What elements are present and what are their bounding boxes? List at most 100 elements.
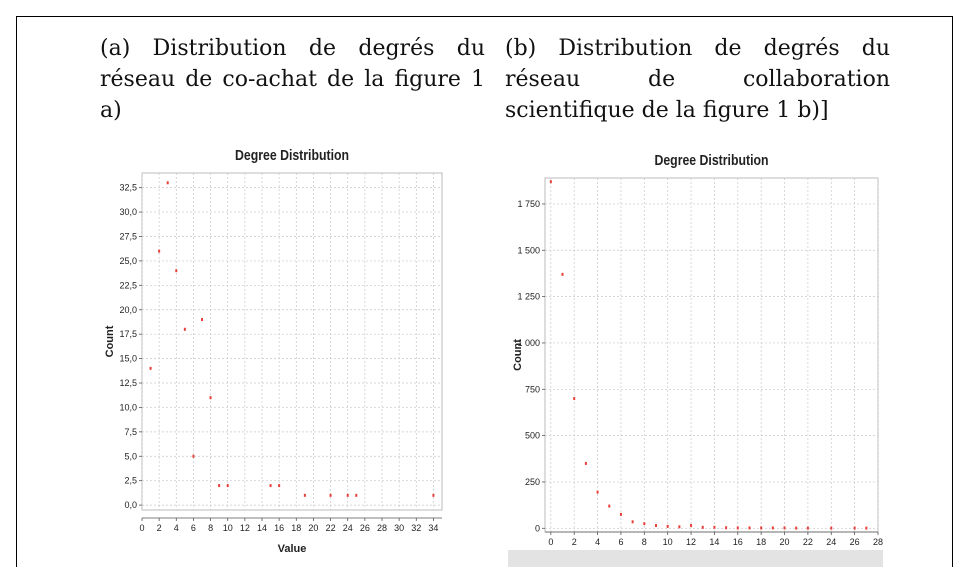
chart-b-xtick-label: 8	[642, 537, 647, 547]
chart-a-ytick-label: 30,0	[119, 207, 137, 217]
chart-panel-b: Degree Distribution 0 2 4 6 8 10 12 14 16 18 20 22 24…	[508, 145, 883, 567]
chart-a-xtick-label: 4	[174, 523, 179, 533]
chart-b-xtick-label: 18	[756, 537, 766, 547]
chart-a-ytick-label: 12,5	[119, 378, 137, 388]
chart-a-xtick-label: 10	[223, 523, 233, 533]
chart-a-xtick-label: 22	[326, 523, 336, 533]
chart-b-data-point	[806, 526, 809, 530]
chart-b-title: Degree Distribution	[654, 152, 768, 168]
chart-a-xtick-label: 8	[208, 523, 213, 533]
chart-a-data-point	[201, 318, 203, 322]
chart-b-xtick-label: 22	[803, 537, 813, 547]
chart-a-data-point	[149, 366, 152, 370]
chart-b-bottom-strip	[508, 550, 883, 567]
chart-b-data-point	[713, 525, 716, 529]
chart-a-ytick-label: 25,0	[119, 256, 137, 266]
chart-b-data-point	[865, 526, 868, 530]
chart-a-ytick-label: 7,5	[124, 427, 137, 437]
chart-a-data-point	[278, 484, 281, 488]
chart-b-ytick-label: 1 000	[517, 338, 540, 348]
chart-b-ytick-label: 500	[525, 431, 540, 441]
chart-a-ytick-label: 22,5	[119, 280, 137, 290]
chart-panel-a: Degree Distribution 0 2 4 6 8 10 12 14 16 18 20 22 24…	[104, 140, 450, 565]
chart-a-xtick-label: 16	[274, 523, 284, 533]
chart-b-ytick-label: 1 250	[517, 292, 540, 302]
chart-a-xtick-label: 30	[394, 523, 404, 533]
chart-a-ytick-label: 10,0	[119, 402, 137, 412]
chart-b-xtick-label: 16	[733, 537, 743, 547]
chart-b-xtick-label: 0	[548, 537, 553, 547]
chart-a-data-point	[183, 327, 186, 331]
chart-a-xtick-label: 24	[343, 523, 353, 533]
chart-b-data-point	[584, 461, 587, 465]
chart-a-data-point	[355, 493, 358, 497]
chart-b-xtick-label: 24	[826, 537, 836, 547]
chart-a-data-point	[432, 493, 435, 497]
chart-b-ytick-label: 1 750	[517, 199, 540, 209]
chart-a-data-point	[175, 269, 178, 273]
chart-a-data-point	[209, 396, 212, 400]
chart-b-xtick-label: 6	[618, 537, 623, 547]
chart-a-xtick-label: 18	[291, 523, 301, 533]
chart-b-xtick-label: 14	[709, 537, 719, 547]
chart-b-ytick-label: 250	[525, 477, 540, 487]
chart-a-ytick-label: 32,5	[119, 183, 137, 193]
chart-a-data-point	[346, 493, 349, 497]
chart-b-data-point	[608, 504, 611, 508]
chart-a-ytick-label: 20,0	[119, 305, 137, 315]
chart-a-data-point	[226, 484, 229, 488]
chart-a-xtick-label: 14	[257, 523, 267, 533]
chart-b-data-point	[643, 522, 646, 526]
chart-b-data-point	[725, 526, 728, 530]
chart-b-data-point	[783, 526, 786, 530]
chart-b-xtick-label: 10	[663, 537, 673, 547]
chart-b-data-point	[701, 525, 704, 529]
chart-a-plot-area	[141, 172, 443, 511]
chart-a-ylabel: Count	[105, 325, 116, 357]
chart-a-xtick-label: 20	[308, 523, 318, 533]
chart-a-ytick-label: 2,5	[124, 476, 137, 486]
chart-b-data-point	[678, 525, 681, 529]
chart-a-xtick-label: 32	[411, 523, 421, 533]
chart-a-xtick-label: 2	[157, 523, 162, 533]
chart-b-ylabel: Count	[512, 339, 524, 371]
chart-a-xtick-label: 26	[360, 523, 370, 533]
chart-a-ytick-label: 17,5	[119, 329, 137, 339]
chart-b-data-point	[795, 526, 798, 530]
caption-a: (a) Distribution de degrés du réseau de …	[100, 36, 485, 123]
chart-a-data-point	[192, 454, 195, 458]
chart-a-data-point	[303, 493, 306, 497]
chart-b-ytick-label: 1 500	[517, 245, 540, 255]
chart-b-data-point	[549, 180, 552, 184]
chart-b-data-point	[760, 526, 763, 530]
chart-b-xtick-label: 28	[873, 537, 883, 547]
chart-b-data-point	[596, 490, 599, 494]
chart-b-data-point	[631, 520, 634, 524]
chart-a-data-point	[166, 181, 169, 185]
chart-a-title: Degree Distribution	[235, 147, 349, 163]
chart-a-ytick-label: 15,0	[119, 354, 137, 364]
chart-a-xlabel: Value	[278, 543, 307, 555]
chart-a-xtick-label: 34	[428, 523, 438, 533]
chart-b-xtick-label: 4	[595, 537, 600, 547]
chart-a-data-point	[218, 484, 221, 488]
chart-b-data-point	[573, 397, 576, 401]
chart-a-data-point	[329, 493, 332, 497]
chart-b-data-point	[771, 526, 774, 530]
chart-b-data-point	[853, 526, 856, 530]
chart-a-ytick-label: 0,0	[124, 500, 137, 510]
chart-b-data-point	[830, 526, 833, 530]
chart-a-xtick-label: 12	[240, 523, 250, 533]
chart-b-data-point	[736, 526, 739, 530]
frame-right-border	[952, 16, 953, 567]
chart-a-data-point	[158, 249, 161, 253]
chart-a-ytick-label: 5,0	[124, 451, 137, 461]
chart-b-data-point	[666, 524, 669, 528]
chart-b-xtick-label: 26	[850, 537, 860, 547]
chart-a-ytick-label: 27,5	[119, 231, 137, 241]
chart-a-xtick-label: 6	[191, 523, 196, 533]
chart-b-ytick-label: 0	[535, 523, 540, 533]
chart-b-data-point	[561, 272, 564, 276]
